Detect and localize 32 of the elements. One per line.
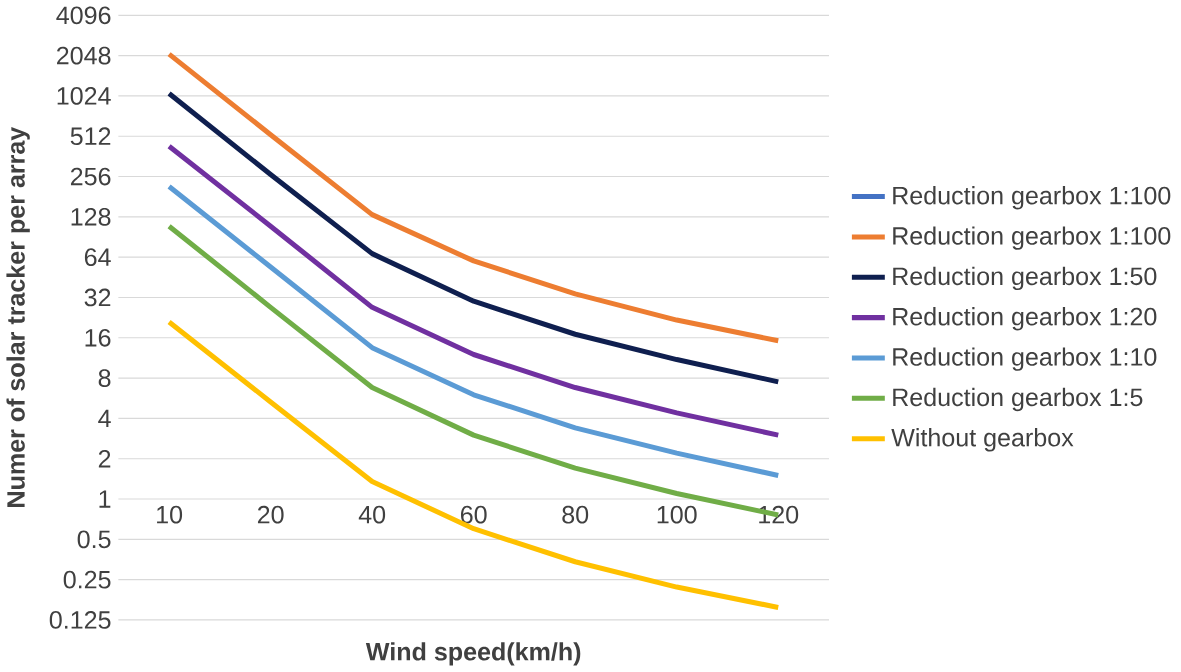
y-tick-label: 8 [98, 369, 111, 387]
y-axis-title: Numer of solar tracker per array [6, 126, 30, 507]
x-tick-label: 40 [358, 505, 386, 524]
y-tick-label: 32 [84, 288, 111, 307]
y-tick-label: 4 [98, 409, 111, 428]
x-axis-title: Wind speed(km/h) [365, 642, 581, 666]
y-tick-label: 0.5 [77, 530, 111, 549]
legend-label: Reduction gearbox 1:10 [893, 347, 1157, 371]
legend-label: Reduction gearbox 1:50 [893, 266, 1157, 291]
y-tick-label: 1024 [57, 87, 111, 105]
y-tick-label: 0.125 [49, 611, 111, 629]
y-tick-label: 0.25 [63, 570, 111, 589]
legend-label: Reduction gearbox 1:5 [893, 387, 1143, 412]
x-tick-label: 60 [461, 505, 487, 524]
y-tick-label: 2048 [57, 46, 111, 65]
legend-label: Without gearbox [891, 428, 1074, 452]
legend-label: Reduction gearbox 1:100 [893, 186, 1171, 210]
x-tick-label: 80 [562, 505, 589, 524]
y-tick-label: 16 [85, 328, 111, 347]
y-tick-label: 4096 [56, 6, 111, 25]
legend-label: Reduction gearbox 1:100 [893, 226, 1171, 250]
legend-label: Reduction gearbox 1:20 [893, 307, 1157, 331]
y-tick-label: 1 [99, 490, 111, 508]
y-tick-label: 2 [98, 449, 111, 468]
y-tick-label: 64 [84, 248, 111, 267]
y-tick-label: 256 [70, 167, 111, 186]
x-tick-label: 100 [657, 505, 697, 524]
y-tick-label: 128 [71, 207, 111, 226]
x-tick-label: 10 [157, 505, 183, 524]
x-tick-label: 20 [257, 505, 284, 524]
y-tick-label: 512 [70, 127, 111, 146]
x-tick-label: 120 [759, 505, 799, 524]
